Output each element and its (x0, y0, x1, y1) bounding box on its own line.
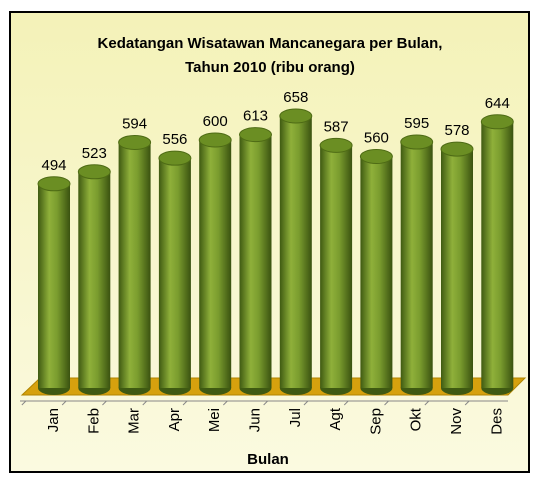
x-tick-label: Feb (85, 408, 102, 434)
bar-part (118, 134, 152, 150)
x-tick-label: Mei (206, 408, 223, 432)
data-label: 613 (243, 108, 268, 125)
bar-part (320, 145, 353, 388)
data-label: 556 (162, 131, 187, 148)
data-label: 658 (283, 89, 308, 106)
x-tick-label: Jul (287, 408, 304, 427)
x-tick-label: Nov (448, 408, 465, 435)
data-label: 600 (203, 113, 228, 130)
data-label: 595 (404, 115, 429, 132)
bar-part (279, 108, 313, 124)
data-label: 587 (324, 118, 349, 135)
bar-part (199, 139, 232, 388)
bar-part (441, 149, 473, 388)
title-box: Kedatangan Wisatawan Mancanegara per Bul… (97, 35, 443, 76)
bar-part (77, 164, 111, 180)
bar (77, 164, 111, 395)
x-tick (222, 400, 228, 406)
bar (440, 141, 474, 395)
bar (158, 150, 192, 395)
x-tick (424, 400, 430, 406)
x-tick-label: Agt (327, 407, 344, 430)
bar (359, 149, 393, 395)
bar-part (279, 116, 312, 388)
bar-part (239, 134, 272, 388)
data-label: 594 (122, 115, 147, 132)
x-tick-label: Jun (246, 408, 263, 432)
x-tick (464, 400, 470, 406)
x-tick-label: Okt (408, 407, 425, 431)
x-tick (61, 400, 67, 406)
x-tick-label: Apr (166, 408, 183, 431)
bar-part (400, 142, 433, 388)
bar (118, 134, 152, 395)
x-tick (384, 400, 389, 406)
bar (198, 132, 232, 395)
data-label: 560 (364, 129, 389, 146)
bar-part (158, 150, 192, 166)
data-label: 523 (82, 145, 107, 162)
bar (239, 127, 272, 395)
bar-part (359, 149, 393, 165)
bar-part (400, 134, 434, 150)
x-tick-label: Sep (367, 408, 384, 435)
bar-part (37, 176, 71, 192)
x-tick (263, 400, 269, 406)
x-tick (21, 400, 27, 406)
x-tick-label: Jan (45, 408, 62, 432)
bar-part (38, 183, 70, 388)
chart-title: Kedatangan Wisatawan Mancanegara per Bul… (97, 35, 443, 76)
bar-part (198, 132, 232, 148)
data-label: 494 (41, 157, 66, 174)
x-tick (102, 400, 107, 406)
x-axis-label: Bulan (247, 451, 289, 468)
bar-part (480, 114, 514, 130)
x-tick-label: Des (488, 408, 505, 435)
data-label: 578 (444, 122, 469, 139)
x-tick (303, 400, 309, 406)
bar-part (158, 158, 191, 388)
bar-part (440, 141, 474, 157)
bar (37, 176, 71, 395)
data-label: 644 (485, 95, 510, 112)
bar-part (239, 127, 272, 143)
x-tick (142, 400, 148, 406)
bar (400, 134, 434, 395)
bar (480, 114, 514, 395)
bar (319, 137, 353, 395)
x-tick (343, 400, 349, 406)
x-tick-label: Mar (126, 408, 143, 434)
bar-part (118, 142, 151, 388)
bar-part (360, 156, 393, 388)
bar-part (78, 171, 111, 388)
bar (279, 108, 313, 395)
bar-part (319, 137, 353, 153)
bar-part (481, 121, 514, 388)
x-tick (182, 400, 188, 406)
